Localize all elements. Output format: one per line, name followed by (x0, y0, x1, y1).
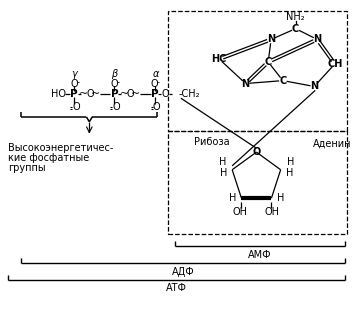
Text: H: H (287, 157, 294, 167)
Text: OH: OH (265, 207, 280, 217)
Text: HC: HC (212, 54, 227, 64)
Bar (168, 11, 347, 131)
Text: ~: ~ (131, 89, 140, 99)
Text: OH: OH (233, 207, 248, 217)
Text: -: - (117, 78, 120, 87)
Text: H: H (229, 193, 236, 203)
Text: O: O (111, 79, 118, 88)
Text: группы: группы (9, 163, 46, 173)
Text: α: α (152, 69, 159, 79)
Text: N: N (242, 79, 250, 88)
Text: H: H (286, 168, 293, 178)
Text: АМФ: АМФ (248, 250, 272, 260)
Text: C: C (292, 24, 299, 34)
Text: P: P (70, 89, 78, 99)
Text: C: C (265, 57, 272, 67)
Text: O: O (161, 89, 169, 99)
Text: O: O (153, 102, 160, 112)
Text: O: O (151, 79, 158, 88)
Text: N: N (310, 81, 318, 92)
Text: P: P (151, 89, 158, 99)
Text: γ: γ (71, 69, 77, 79)
Text: -: - (157, 78, 160, 87)
Text: O: O (86, 89, 94, 99)
Text: N: N (267, 34, 275, 45)
Text: АДФ: АДФ (171, 267, 194, 277)
Text: АТФ: АТФ (166, 283, 187, 294)
Text: кие фосфатные: кие фосфатные (9, 153, 90, 163)
Text: P: P (111, 89, 118, 99)
Text: O: O (112, 102, 120, 112)
Text: H: H (220, 168, 227, 178)
Text: O: O (70, 79, 78, 88)
Text: Аденин: Аденин (313, 138, 352, 148)
Text: H: H (219, 157, 226, 167)
Text: -CH₂: -CH₂ (178, 89, 199, 99)
Bar (168, 131, 347, 234)
Text: ~: ~ (91, 89, 100, 99)
Text: β: β (111, 69, 117, 79)
Text: -: - (77, 78, 79, 87)
Text: N: N (313, 34, 321, 45)
Text: C: C (279, 76, 286, 86)
Text: Высокоэнергетичес-: Высокоэнергетичес- (9, 143, 114, 153)
Text: ~: ~ (120, 89, 129, 99)
Text: CH: CH (327, 59, 343, 69)
Text: ~: ~ (79, 89, 88, 99)
Text: O: O (252, 147, 261, 157)
Text: O: O (72, 102, 80, 112)
Text: O: O (126, 89, 134, 99)
Text: H: H (276, 193, 284, 203)
Text: Рибоза: Рибоза (194, 137, 229, 147)
Text: NH₂: NH₂ (286, 12, 305, 22)
Text: HO: HO (51, 89, 66, 99)
